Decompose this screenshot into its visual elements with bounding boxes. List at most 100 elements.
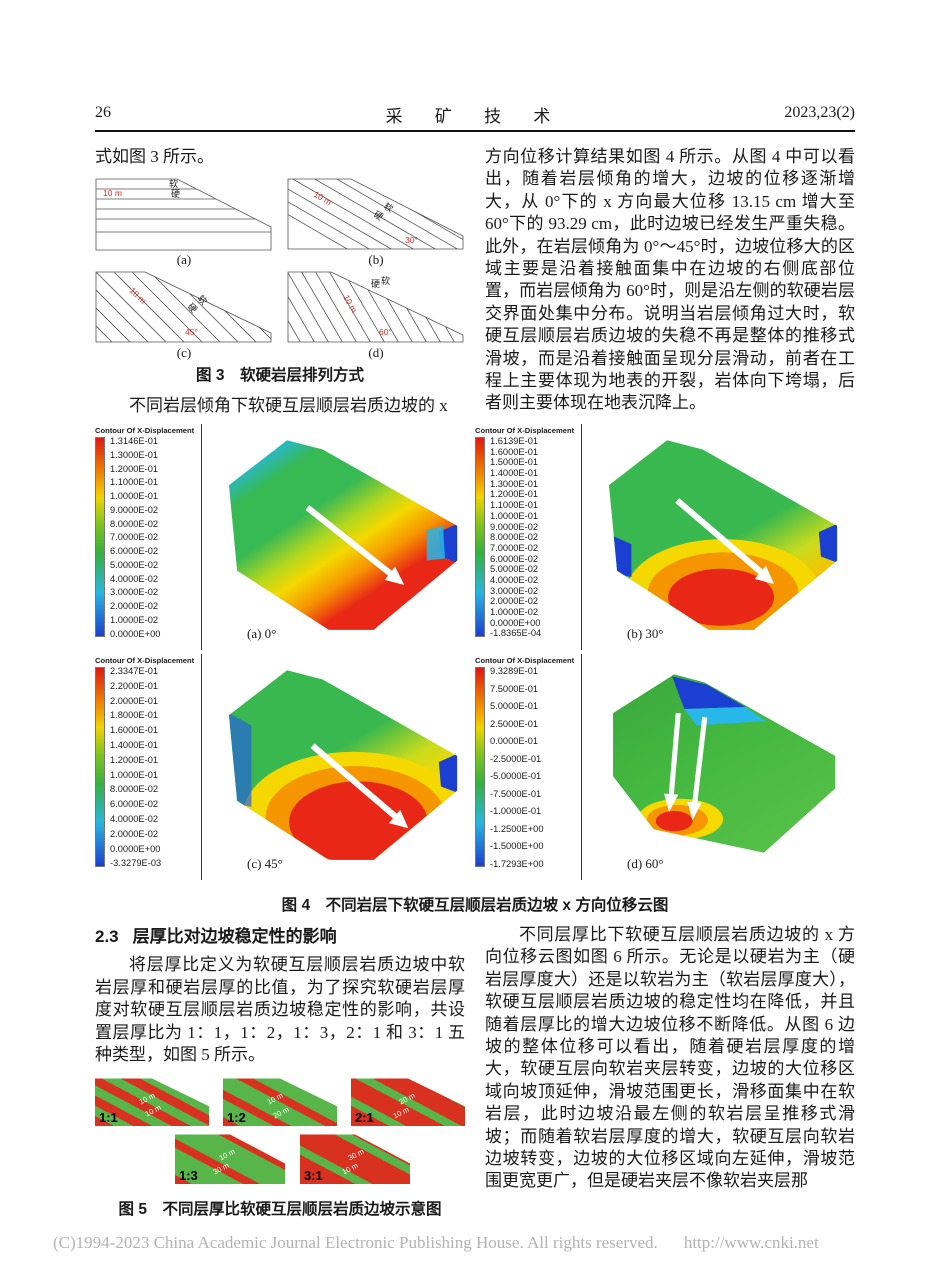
- figure3: 10 m 软 硬 (a) 10 m: [95, 178, 465, 360]
- header-rule: [95, 130, 855, 132]
- hard-layer-label: 硬: [372, 209, 385, 222]
- dip-angle-label: 45°: [185, 327, 198, 337]
- legend-value: 2.0000E-02: [490, 596, 539, 607]
- legend-value: -1.0000E-01: [490, 806, 542, 816]
- legend-value: 5.0000E-02: [490, 564, 539, 575]
- legend-title: Contour Of X-Displacement: [475, 426, 575, 435]
- contour-plot-svg-d: [613, 674, 836, 853]
- legend-value: 1.6000E-01: [110, 725, 159, 736]
- figure4-caption: 图 4 不同岩层下软硬互层顺层岩质边坡 x 方向位移云图: [281, 897, 669, 914]
- paragraph-displacement-results: 方向位移计算结果如图 4 所示。从图 4 中可以看出，随着岩层倾角的增大，边坡的…: [485, 147, 855, 413]
- legend-value: 6.0000E-02: [110, 546, 159, 556]
- hard-layer-label: 硬: [371, 279, 380, 289]
- right-column-top: 方向位移计算结果如图 4 所示。从图 4 中可以看出，随着岩层倾角的增大，边坡的…: [485, 146, 855, 415]
- legend-value: 2.0000E-02: [110, 828, 159, 839]
- figure3-subfig-d: 10 m 硬 软 60° (d): [287, 271, 465, 360]
- legend-value: 1.3000E-01: [110, 449, 159, 460]
- legend-value: 8.0000E-02: [110, 784, 159, 795]
- legend-value: 0.0000E+00: [110, 843, 161, 854]
- left-column-bottom: 2.3 层厚比对边坡稳定性的影响 将层厚比定义为软硬互层顺层岩质边坡中软岩层厚和硬…: [95, 924, 465, 1229]
- figure4: Contour Of X-Displacement 1.3146E-01 1.30…: [95, 422, 855, 914]
- legend-value: 2.5000E-01: [490, 718, 539, 729]
- colorbar: [475, 667, 485, 867]
- legend-value: 7.0000E-02: [490, 542, 539, 553]
- contour-plot-b: [587, 424, 849, 638]
- legend-value: -1.5000E+00: [490, 841, 544, 851]
- dip-angle-label: 30°: [405, 235, 418, 245]
- legend-value: 2.0000E-02: [110, 601, 159, 611]
- thickness-label: 20 m: [271, 1105, 291, 1121]
- contour-plot-c: [207, 654, 469, 868]
- legend-value: 1.0000E-01: [110, 491, 159, 501]
- figure4-cell-a: Contour Of X-Displacement 1.3146E-01 1.30…: [95, 422, 475, 652]
- figure3-caption: 图 3 软硬岩层排列方式: [196, 367, 364, 385]
- legend-value: 1.0000E-01: [490, 510, 539, 521]
- legend-value: 1.5000E-01: [490, 457, 539, 468]
- ratio-label: 1:2: [227, 1110, 246, 1126]
- legend-values: 2.3347E-01 2.2000E-01 2.0000E-01 1.8000E-01…: [110, 666, 161, 869]
- subplot-label-b: (b) 30°: [627, 626, 664, 641]
- legend-value: 7.0000E-02: [110, 532, 159, 543]
- legend-value: 8.0000E-02: [490, 532, 539, 543]
- figure4-cell-b: Contour Of X-Displacement 1.6139E-01 1.60…: [475, 422, 855, 652]
- legend-value: 3.0000E-02: [110, 587, 159, 598]
- ratio-label: 2:1: [355, 1110, 374, 1126]
- footer: (C)1994-2023 China Academic Journal Elec…: [53, 1233, 845, 1253]
- contour-plot-svg-c: [228, 670, 458, 860]
- figure5-slope-2-1: 20 m 10 m 2:1: [351, 1078, 465, 1127]
- hard-layer-label: 硬: [186, 302, 199, 315]
- ratio-label: 3:1: [304, 1168, 323, 1184]
- legend-value: 1.1000E-01: [490, 500, 539, 511]
- legend-value: 9.3289E-01: [490, 666, 539, 676]
- legend-value: 5.0000E-01: [490, 701, 539, 711]
- thickness-label: 10 m: [143, 1103, 163, 1119]
- journal-title: 采 矿 技 术: [385, 107, 565, 126]
- figure5-slope-3-1: 30 m 10 m 3:1: [300, 1134, 410, 1185]
- layered-slope-diagram-d: 10 m 硬 软 60°: [287, 272, 464, 343]
- issue-label: 2023,23(2): [784, 104, 855, 121]
- legend-value: -7.5000E-01: [490, 788, 542, 799]
- legend-value: 4.0000E-02: [490, 574, 539, 585]
- legend-value: 9.0000E-02: [490, 521, 539, 532]
- legend-value: 6.0000E-02: [490, 553, 539, 564]
- legend-title: Contour Of X-Displacement: [95, 656, 195, 665]
- figure3-subfig-b: 10 m 软 硬 30° (b): [287, 178, 465, 267]
- contour-legend-a: Contour Of X-Displacement 1.3146E-01 1.30…: [95, 426, 199, 639]
- legend-value: 0.0000E+00: [490, 617, 541, 628]
- legend-value: 1.0000E-02: [110, 614, 159, 625]
- legend-value: 1.4000E-01: [490, 468, 539, 479]
- contour-plot-svg-b: [608, 440, 838, 630]
- figure4-cell-d: Contour Of X-Displacement 9.3289E-01 7.50…: [475, 652, 855, 882]
- contour-legend-d: Contour Of X-Displacement 9.3289E-01 7.50…: [475, 656, 579, 869]
- footer-url: http://www.cnki.net: [683, 1233, 819, 1252]
- section-paragraph: 将层厚比定义为软硬互层顺层岩质边坡中软岩层厚和硬岩层厚的比值，为了探究软硬岩层厚…: [95, 955, 465, 1065]
- contour-plot-d: [587, 654, 849, 868]
- figure5-caption: 图 5 不同层厚比软硬互层顺层岩质边坡示意图: [118, 1201, 442, 1219]
- legend-value: -5.0000E-01: [490, 771, 542, 781]
- legend-value: 2.0000E-01: [110, 695, 159, 706]
- legend-value: 1.2000E-01: [490, 489, 539, 500]
- legend-value: 4.0000E-02: [110, 573, 159, 584]
- contour-legend-b: Contour Of X-Displacement 1.6139E-01 1.60…: [475, 426, 579, 639]
- subfig-label: (b): [368, 252, 384, 268]
- legend-value: 1.0000E-01: [110, 769, 159, 780]
- page-number: 26: [95, 104, 111, 121]
- figure3-subfig-c: 10 m 软 硬 45° (c): [95, 271, 273, 360]
- legend-value: 9.0000E-02: [110, 504, 159, 515]
- legend-value: -2.5000E-01: [490, 753, 542, 764]
- legend-value: 6.0000E-02: [110, 799, 159, 810]
- legend-value: 1.2000E-01: [110, 463, 159, 474]
- legend-values: 1.3146E-01 1.3000E-01 1.2000E-01 1.1000E-01…: [110, 436, 160, 639]
- intro-text: 式如图 3 所示。: [95, 147, 214, 166]
- right-column-bottom: 不同层厚比下软硬互层顺层岩质边坡的 x 方向位移云图如图 6 所示。无论是以硬岩…: [485, 924, 855, 1193]
- subfig-label: (a): [176, 252, 192, 268]
- legend-value: 0.0000E-01: [490, 736, 539, 746]
- layered-slope-diagram-c: 10 m 软 硬 45°: [95, 272, 272, 343]
- legend-title: Contour Of X-Displacement: [95, 426, 195, 435]
- colorbar: [475, 437, 485, 637]
- legend-value: -1.7293E+00: [490, 858, 544, 869]
- legend-value: -1.2500E+00: [490, 823, 544, 834]
- contour-plot-svg-a: [228, 440, 458, 630]
- legend-divider: [201, 654, 202, 880]
- soft-layer-label: 软: [196, 293, 210, 307]
